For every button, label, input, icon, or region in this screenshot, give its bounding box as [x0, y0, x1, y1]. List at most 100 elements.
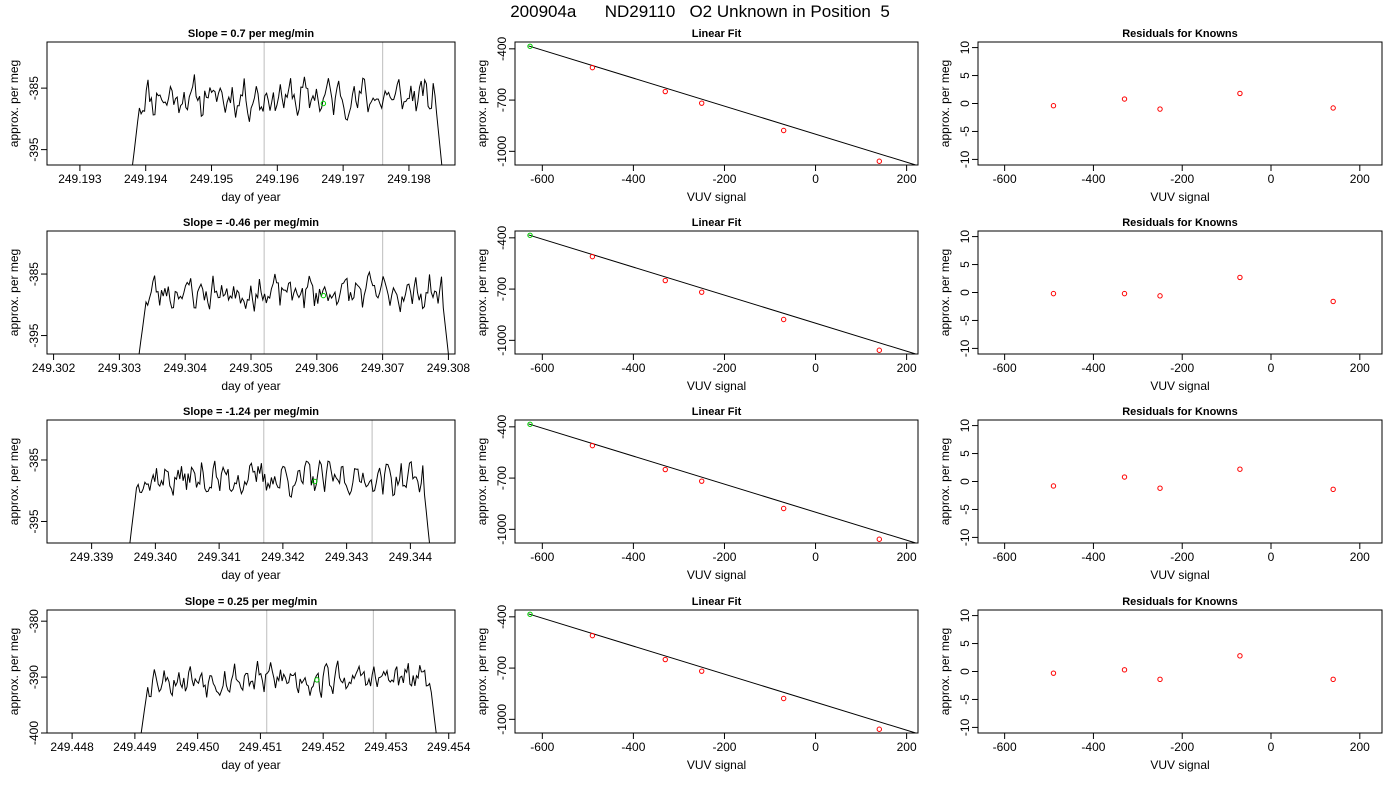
x-axis-label: VUV signal — [687, 379, 746, 393]
x-tick-label: 200 — [897, 550, 917, 564]
unknown-marker — [527, 611, 533, 617]
x-tick-label: -600 — [530, 172, 554, 186]
residual-point — [1157, 293, 1163, 299]
chart-panel-residuals: Residuals for Knowns -600 -400 -200 0 200 10 5 0… — [938, 406, 1383, 582]
x-tick-label: 249.340 — [134, 550, 178, 564]
x-tick-label: -600 — [993, 361, 1017, 375]
x-tick-label: 249.342 — [261, 550, 305, 564]
known-point — [780, 316, 787, 323]
x-tick-label: 249.306 — [295, 361, 339, 375]
x-tick-label: 0 — [1268, 172, 1275, 186]
panel-title: Slope = -0.46 per meg/min — [183, 217, 319, 229]
plot-frame — [977, 230, 1383, 355]
y-tick-label: -395 — [27, 509, 41, 533]
x-tick-label: 0 — [812, 740, 819, 754]
y-axis-label: approx. per meg — [938, 249, 952, 336]
plot-frame — [514, 41, 919, 166]
y-axis-label: approx. per meg — [7, 60, 21, 147]
x-tick-label: -400 — [1081, 361, 1105, 375]
known-point — [876, 158, 882, 164]
plot-area — [527, 421, 916, 543]
x-tick-label: 249.195 — [190, 172, 234, 186]
y-axis-label: approx. per meg — [7, 249, 21, 336]
plot-area — [527, 232, 916, 354]
residual-point — [1050, 670, 1057, 676]
x-tick-label: -400 — [621, 361, 645, 375]
x-tick-label: 249.341 — [197, 550, 241, 564]
x-tick-label: -600 — [530, 550, 554, 564]
x-tick-label: -600 — [993, 740, 1017, 754]
chart-panel-fit: Linear Fit -600 -400 -200 0 200 -400 -700 -1000 V… — [475, 217, 919, 393]
x-tick-label: 249.308 — [427, 361, 471, 375]
known-point — [662, 466, 668, 473]
x-tick-label: -400 — [1081, 172, 1105, 186]
plot-frame — [514, 609, 919, 734]
residual-point — [1121, 667, 1128, 673]
x-tick-label: 200 — [1350, 740, 1370, 754]
x-axis-label: day of year — [221, 379, 280, 393]
fit-line — [528, 613, 916, 733]
unknown-marker — [527, 43, 533, 49]
y-tick-label: -385 — [27, 76, 41, 100]
x-tick-label: 200 — [1350, 172, 1370, 186]
x-tick-label: 249.452 — [301, 740, 345, 754]
residual-point — [1330, 486, 1336, 493]
y-tick-label: -700 — [495, 88, 509, 112]
chart-panel-timeseries: Slope = 0.7 per meg/min 249.193 249.194 249… — [7, 28, 456, 204]
x-tick-label: -200 — [712, 361, 736, 375]
plot-frame — [514, 419, 919, 544]
y-tick-label: -10 — [958, 528, 972, 546]
y-axis-label: approx. per meg — [475, 60, 489, 147]
panel-title: Linear Fit — [692, 406, 742, 418]
x-tick-label: 200 — [897, 172, 917, 186]
y-axis-label: approx. per meg — [475, 628, 489, 715]
known-point — [780, 695, 787, 702]
measurement-trace — [138, 270, 449, 354]
plot-frame — [977, 609, 1383, 734]
y-tick-label: 5 — [958, 72, 972, 79]
x-tick-label: 249.305 — [229, 361, 273, 375]
x-tick-label: 249.344 — [389, 550, 433, 564]
x-tick-label: 0 — [1268, 361, 1275, 375]
residual-point — [1121, 290, 1128, 297]
unknown-marker — [314, 677, 320, 683]
residual-point — [1330, 105, 1336, 111]
y-tick-label: -700 — [495, 277, 509, 301]
y-axis-label: approx. per meg — [7, 628, 21, 715]
x-tick-label: -200 — [1170, 172, 1194, 186]
residual-point — [1237, 653, 1243, 659]
residual-point — [1237, 90, 1243, 97]
x-axis-label: day of year — [221, 190, 280, 204]
known-point — [699, 668, 705, 674]
known-point — [699, 478, 705, 484]
y-tick-label: 10 — [958, 41, 972, 55]
y-tick-label: -5 — [958, 694, 972, 705]
chart-panel-residuals: Residuals for Knowns -600 -400 -200 0 200 10 5 0… — [938, 217, 1383, 393]
residual-point — [1050, 290, 1057, 297]
x-tick-label: 249.450 — [176, 740, 220, 754]
x-tick-label: -400 — [621, 172, 645, 186]
y-tick-label: -400 — [495, 605, 509, 629]
y-tick-label: -700 — [495, 656, 509, 680]
x-axis-label: VUV signal — [687, 758, 746, 772]
residual-point — [1157, 485, 1163, 491]
y-tick-label: -700 — [495, 466, 509, 490]
x-tick-label: -200 — [712, 172, 736, 186]
y-tick-label: -400 — [495, 415, 509, 439]
y-axis-label: approx. per meg — [938, 438, 952, 525]
x-tick-label: 200 — [1350, 550, 1370, 564]
chart-panel-timeseries: Slope = -1.24 per meg/min 249.339 249.340 2… — [7, 406, 456, 582]
plot-area — [1050, 653, 1336, 683]
figure-title: 200904a ND29110 O2 Unknown in Position 5 — [510, 2, 890, 21]
measurement-trace — [132, 74, 443, 165]
x-tick-label: 249.302 — [32, 361, 76, 375]
x-tick-label: -400 — [1081, 550, 1105, 564]
x-tick-label: 249.198 — [387, 172, 431, 186]
x-tick-label: 249.448 — [50, 740, 94, 754]
x-tick-label: -600 — [530, 740, 554, 754]
x-tick-label: 0 — [812, 361, 819, 375]
x-axis-label: VUV signal — [1150, 758, 1209, 772]
known-point — [589, 442, 596, 449]
known-point — [589, 253, 596, 260]
x-axis-label: VUV signal — [1150, 379, 1209, 393]
